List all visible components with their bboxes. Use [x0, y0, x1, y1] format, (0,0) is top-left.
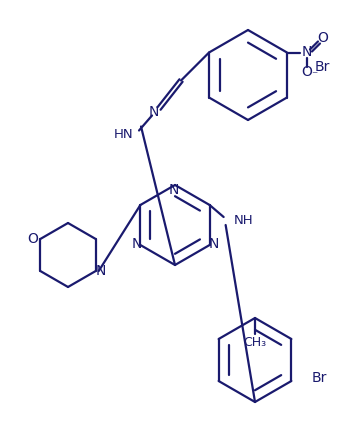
Text: HN: HN: [113, 128, 133, 141]
Text: N: N: [302, 46, 312, 59]
Text: N: N: [169, 183, 179, 197]
Text: Br: Br: [312, 371, 327, 385]
Text: ⁻: ⁻: [311, 69, 317, 82]
Text: O: O: [27, 232, 38, 246]
Text: N: N: [149, 105, 159, 120]
Text: O: O: [301, 65, 312, 80]
Text: Br: Br: [315, 60, 330, 74]
Text: N: N: [96, 264, 106, 278]
Text: N: N: [131, 237, 142, 251]
Text: O: O: [318, 31, 329, 46]
Text: CH₃: CH₃: [243, 335, 266, 348]
Text: NH: NH: [234, 214, 253, 227]
Text: N: N: [208, 237, 219, 251]
